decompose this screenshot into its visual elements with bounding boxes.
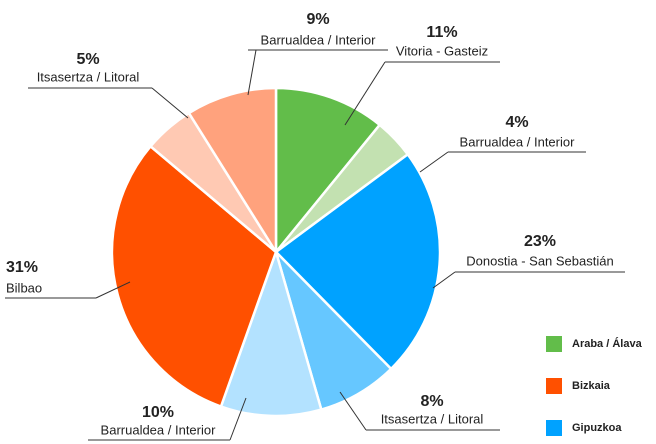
leader-line (344, 61, 386, 126)
pie-slice (219, 247, 323, 418)
value-label: 10% (142, 404, 174, 421)
pie-slice (274, 86, 382, 256)
slice-label: Donostia - San Sebastián (466, 253, 613, 268)
slice-label: Itsasertza / Litoral (37, 69, 140, 84)
leader-line (247, 49, 257, 96)
slice-label: Bilbao (6, 280, 42, 295)
legend-label: Gipuzkoa (572, 422, 622, 434)
legend-label: Bizkaia (572, 380, 611, 392)
slice-label: Barrualdea / Interior (261, 32, 377, 47)
leader-line (151, 87, 189, 119)
leader-line (339, 391, 367, 431)
slice-label: Vitoria - Gasteiz (396, 43, 488, 58)
leader-line (95, 281, 131, 299)
pie-slice (187, 86, 278, 257)
slice-label: Barrualdea / Interior (101, 422, 217, 437)
slice-label: Itsasertza / Litoral (381, 411, 484, 426)
value-label: 31% (6, 259, 38, 276)
legend-swatch (546, 378, 562, 394)
legend-swatch (546, 420, 562, 436)
leader-line (419, 151, 449, 173)
legend-label: Araba / Álava (572, 337, 643, 350)
slice-label: Barrualdea / Interior (460, 134, 576, 149)
value-label: 8% (420, 393, 443, 410)
value-label: 23% (524, 233, 556, 250)
value-label: 4% (505, 114, 528, 131)
value-label: 5% (76, 51, 99, 68)
leader-line (229, 397, 247, 441)
leader-line (432, 271, 456, 289)
value-label: 9% (306, 11, 329, 28)
pie-slice (110, 144, 278, 409)
value-label: 11% (426, 24, 457, 41)
legend-swatch (546, 336, 562, 352)
pie-slice (274, 152, 442, 371)
